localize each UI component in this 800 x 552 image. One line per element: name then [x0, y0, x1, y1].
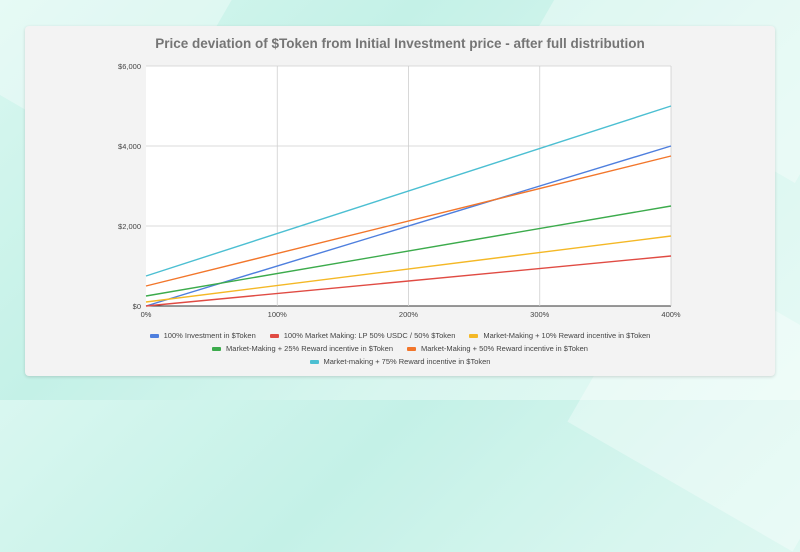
y-tick-label: $4,000: [118, 142, 141, 151]
legend-label: Market-Making + 50% Reward incentive in …: [421, 344, 588, 353]
y-tick-label: $6,000: [118, 62, 141, 71]
legend-item: 100% Market Making: LP 50% USDC / 50% $T…: [269, 331, 456, 340]
line-chart: $0 $2,000 $4,000 $6,000 0% 100% 200% 300% 400%: [118, 62, 681, 319]
legend-item: Market-Making + 25% Reward incentive in …: [212, 344, 393, 353]
series-line: [145, 205, 672, 297]
series-line: [145, 235, 672, 303]
x-tick-label: 100%: [268, 310, 288, 319]
legend-item: 100% Investment in $Token: [149, 331, 256, 340]
chart-title: Price deviation of $Token from Initial I…: [155, 36, 645, 51]
legend-swatch: [469, 333, 479, 338]
legend-label: Market-Making + 10% Reward incentive in …: [483, 331, 651, 340]
legend-label: 100% Investment in $Token: [163, 331, 256, 340]
x-tick-label: 400%: [661, 310, 681, 319]
legend-label: 100% Market Making: LP 50% USDC / 50% $T…: [283, 331, 456, 340]
y-tick-label: $0: [133, 302, 141, 311]
legend-swatch: [149, 333, 159, 338]
legend-item: Market-making + 75% Reward incentive in …: [309, 357, 491, 366]
legend-swatch: [407, 346, 416, 351]
legend-swatch: [212, 346, 222, 351]
legend-item: Market-Making + 50% Reward incentive in …: [407, 344, 588, 353]
x-tick-label: 0%: [141, 310, 152, 319]
y-tick-label: $2,000: [118, 222, 141, 231]
legend-row: Market-Making + 25% Reward incentive in …: [55, 342, 745, 355]
legend-label: Market-Making + 25% Reward incentive in …: [226, 344, 393, 353]
x-tick-label: 300%: [530, 310, 550, 319]
chart-legend: 100% Investment in $Token 100% Market Mak…: [55, 329, 745, 368]
legend-row: Market-making + 75% Reward incentive in …: [55, 355, 745, 368]
legend-row: 100% Investment in $Token 100% Market Mak…: [55, 329, 745, 342]
legend-label: Market-making + 75% Reward incentive in …: [323, 357, 491, 366]
chart-card: Price deviation of $Token from Initial I…: [25, 26, 775, 376]
series-line: [145, 105, 672, 277]
legend-swatch: [269, 333, 279, 338]
legend-swatch: [309, 359, 319, 364]
series-line: [145, 155, 672, 287]
x-tick-label: 200%: [399, 310, 419, 319]
series-line: [145, 145, 672, 307]
series-line: [145, 255, 672, 307]
legend-item: Market-Making + 10% Reward incentive in …: [469, 331, 650, 340]
